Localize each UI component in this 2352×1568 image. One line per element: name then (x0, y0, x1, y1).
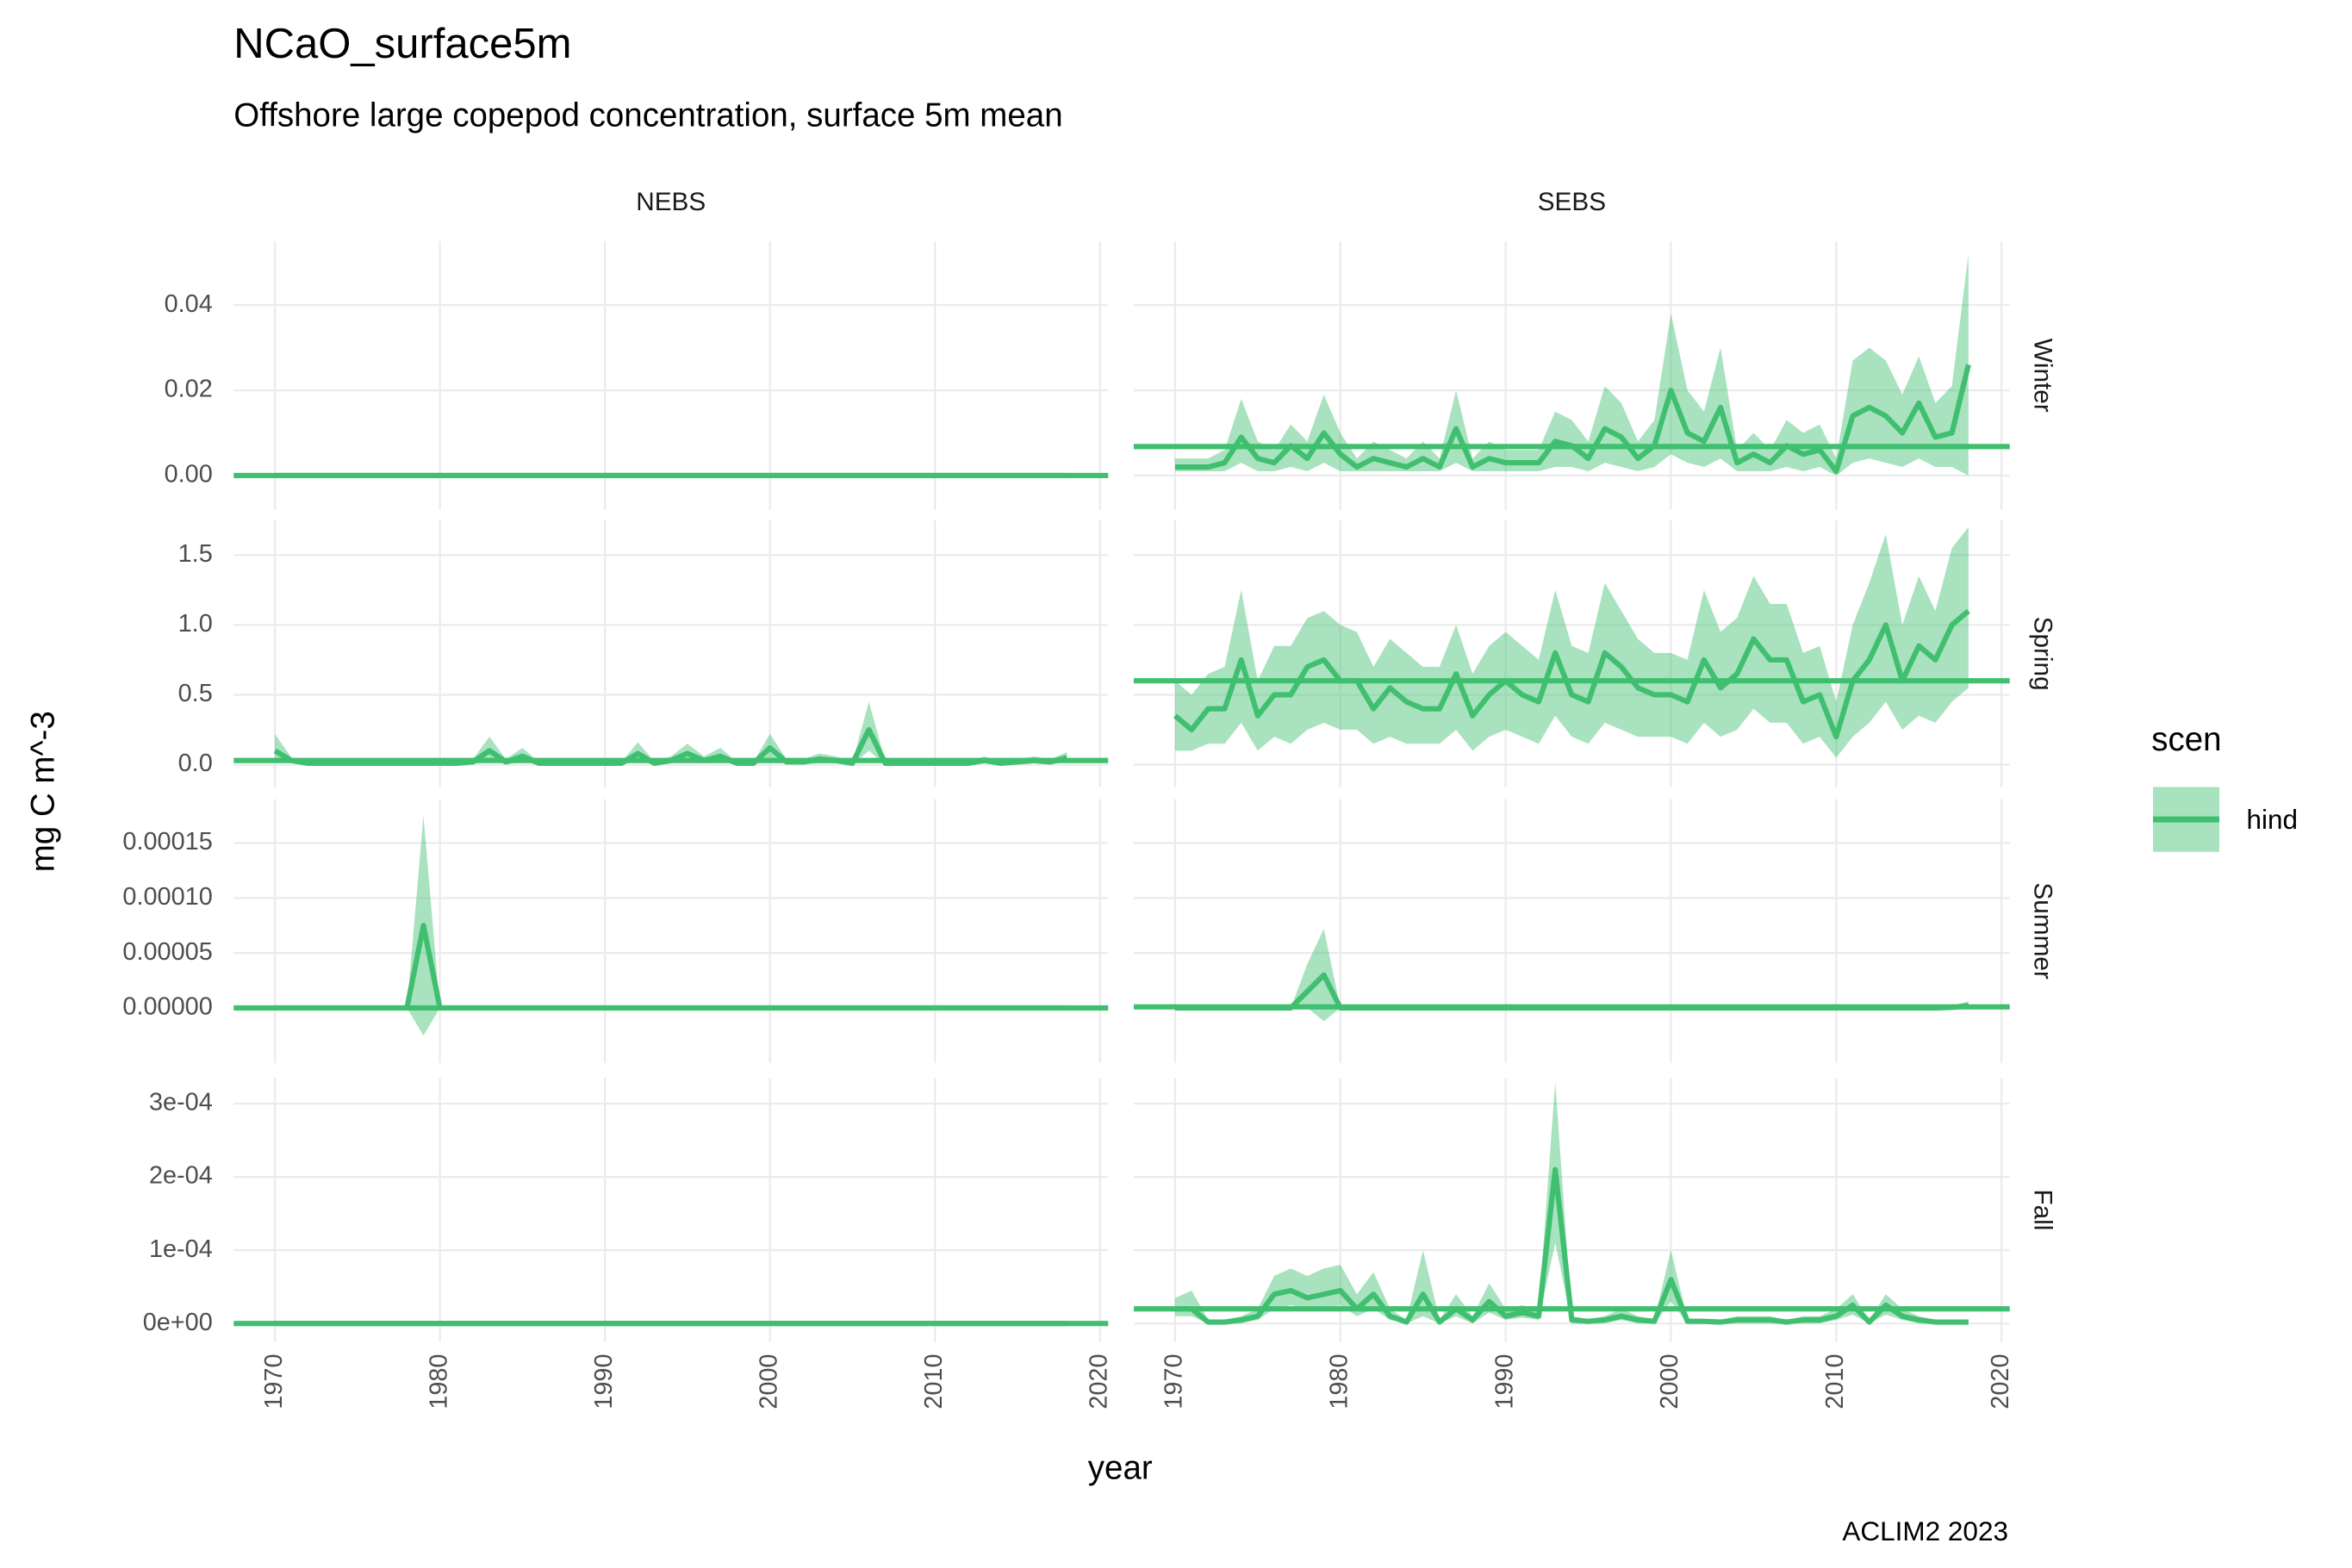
x-tick-label: 1980 (425, 1354, 452, 1409)
row-strip: Winter (2029, 339, 2057, 413)
y-tick-label: 0.00000 (122, 993, 212, 1021)
row-strip: Fall (2029, 1189, 2057, 1230)
y-tick-label: 0.00010 (122, 883, 212, 911)
series-line (1174, 1167, 1969, 1325)
column-strip: NEBS (636, 188, 706, 216)
x-tick-label: 2010 (920, 1353, 948, 1409)
legend-label: hind (2247, 804, 2299, 835)
x-tick-label: 1990 (1490, 1353, 1518, 1409)
x-tick-label: 1980 (1325, 1353, 1353, 1409)
x-axis-title: year (1088, 1449, 1153, 1486)
x-tick-label: 2000 (1656, 1353, 1683, 1409)
row-strip: Summer (2029, 882, 2057, 979)
x-tick-label: 1990 (590, 1354, 618, 1409)
x-tick-label: 1970 (1160, 1354, 1188, 1409)
x-tick-label: 1970 (260, 1354, 288, 1409)
x-tick-label: 2020 (1987, 1353, 2014, 1409)
legend-title: scen (2151, 721, 2221, 758)
y-tick-label: 1.0 (178, 610, 213, 638)
ribbon (275, 701, 1067, 765)
y-tick-label: 0.00005 (122, 938, 212, 966)
row-strip: Spring (2029, 617, 2057, 691)
series-line (1173, 608, 1970, 740)
y-tick-label: 0.02 (165, 376, 213, 403)
ribbon (1174, 1081, 1969, 1324)
y-tick-label: 1.5 (178, 540, 213, 568)
caption: ACLIM2 2023 (1842, 1515, 2008, 1546)
ribbon (1174, 526, 1969, 758)
x-tick-label: 2000 (755, 1354, 782, 1409)
chart-title: NCaO_surface5m (233, 21, 571, 67)
y-tick-label: 1e-04 (149, 1235, 213, 1263)
y-tick-label: 0.00 (165, 461, 213, 488)
chart-subtitle: Offshore large copepod concentration, su… (233, 97, 1062, 134)
y-tick-label: 0.5 (178, 680, 213, 707)
y-tick-label: 0.04 (165, 290, 213, 318)
x-tick-label: 2020 (1085, 1353, 1112, 1409)
y-axis-title: mg C m^-3 (25, 711, 62, 872)
y-tick-label: 0e+00 (143, 1309, 213, 1336)
y-tick-label: 2e-04 (149, 1162, 213, 1190)
x-tick-label: 2010 (1821, 1354, 1849, 1409)
y-tick-label: 0.0 (178, 750, 213, 777)
y-tick-label: 0.00015 (122, 828, 212, 856)
y-tick-label: 3e-04 (149, 1089, 213, 1117)
column-strip: SEBS (1538, 188, 1606, 216)
